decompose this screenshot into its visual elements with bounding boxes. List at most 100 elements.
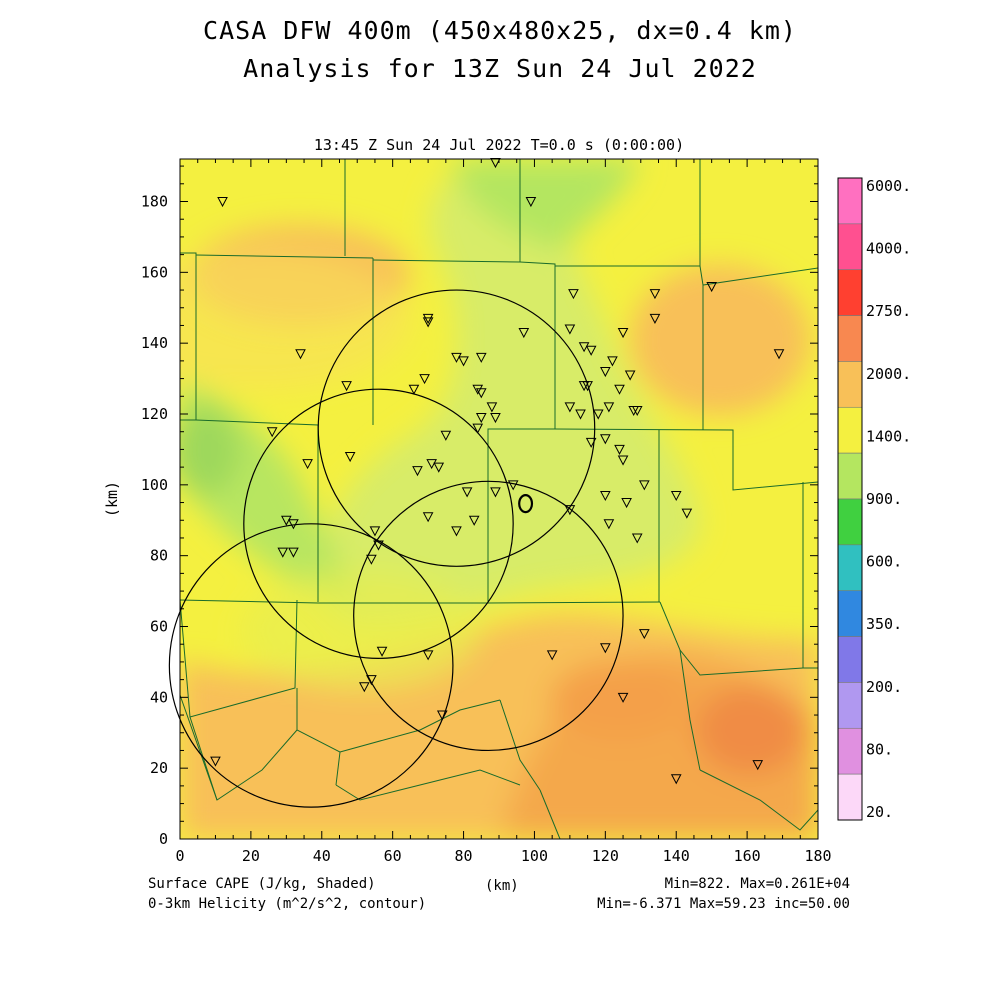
footer-left-1: Surface CAPE (J/kg, Shaded) — [148, 876, 376, 892]
y-tick-label: 80 — [150, 547, 168, 565]
station-marker — [568, 289, 579, 300]
station-marker — [600, 643, 611, 654]
station-marker — [614, 444, 625, 455]
legend-swatch — [837, 636, 863, 683]
station-marker — [638, 480, 650, 491]
legend-frame — [837, 177, 863, 821]
station-marker — [617, 455, 629, 466]
station-marker — [607, 356, 618, 367]
station-marker — [436, 710, 448, 721]
station-marker — [773, 349, 785, 360]
legend-label: 2750. — [866, 302, 911, 320]
station-marker — [422, 313, 434, 324]
station-marker — [366, 554, 377, 565]
station-marker — [600, 490, 611, 502]
x-tick-label: 60 — [384, 847, 402, 865]
station-marker — [472, 384, 484, 395]
legend-label: 6000. — [866, 177, 911, 195]
x-tick-label: 80 — [455, 847, 473, 865]
station-marker — [649, 289, 661, 300]
station-marker — [475, 352, 487, 363]
station-marker — [582, 381, 593, 392]
y-tick-label: 60 — [150, 618, 168, 636]
legend-swatch — [837, 727, 863, 775]
station-marker — [422, 317, 434, 328]
y-axis: 0 20 40 60 80 100 120 140 160 180 — [141, 165, 818, 848]
station-marker — [575, 409, 586, 420]
footer-left-2: 0-3km Helicity (m^2/s^2, contour) — [148, 896, 427, 912]
x-tick-label: 100 — [521, 847, 548, 865]
station-marker — [681, 508, 693, 519]
station-marker — [490, 487, 501, 498]
station-marker — [603, 402, 615, 413]
station-marker — [288, 547, 299, 558]
helicity-contour-50 — [518, 494, 534, 514]
station-marker — [649, 313, 661, 324]
station-marker — [670, 490, 682, 502]
legend-swatch — [837, 361, 863, 408]
radar-ring-3 — [353, 480, 624, 752]
legend-swatch — [837, 773, 863, 821]
station-marker — [638, 629, 650, 640]
station-marker — [546, 650, 558, 661]
station-marker — [277, 547, 289, 558]
station-marker — [585, 345, 597, 356]
station-marker — [600, 367, 611, 378]
x-tick-label: 140 — [663, 847, 690, 865]
station-marker — [475, 413, 487, 424]
station-marker — [518, 328, 530, 339]
station-marker — [621, 498, 632, 509]
station-marker — [631, 405, 643, 417]
x-axis: 0 20 40 60 80 100 120 140 160 180 — [175, 159, 832, 865]
station-marker — [706, 282, 717, 293]
station-markers — [210, 158, 785, 785]
station-marker — [617, 692, 629, 703]
legend-swatch — [837, 406, 863, 454]
station-marker — [426, 459, 437, 470]
map-title: CASA DFW 400m (450x480x25, dx=0.4 km) — [203, 16, 797, 45]
legend-label: 1400. — [866, 427, 911, 445]
y-tick-label: 40 — [150, 688, 168, 706]
helicity-contour — [518, 494, 534, 514]
station-marker — [564, 324, 576, 335]
station-marker — [451, 526, 462, 537]
station-marker — [486, 402, 498, 413]
x-tick-label: 0 — [175, 847, 184, 865]
station-marker — [592, 409, 604, 420]
station-marker — [578, 342, 590, 353]
station-marker — [408, 384, 420, 395]
legend-label: 900. — [866, 490, 902, 508]
station-marker — [507, 480, 519, 491]
station-marker — [440, 430, 452, 441]
legend-swatch — [837, 315, 863, 362]
legend-label: 600. — [866, 553, 902, 571]
station-marker — [281, 515, 292, 526]
station-marker — [266, 427, 278, 438]
station-marker — [670, 774, 682, 785]
station-marker — [631, 533, 643, 544]
time-label: 13:45 Z Sun 24 Jul 2022 T=0.0 s (0:00:00… — [313, 136, 685, 154]
station-marker — [451, 352, 462, 363]
station-marker — [376, 646, 388, 657]
station-marker — [600, 434, 611, 445]
legend-swatch — [837, 177, 863, 225]
legend-swatch — [837, 223, 863, 271]
station-marker — [585, 437, 597, 448]
x-tick-label: 120 — [592, 847, 619, 865]
footer-right-1: Min=822. Max=0.261E+04 — [664, 876, 850, 892]
station-marker — [344, 452, 356, 463]
legend-label: 200. — [866, 678, 902, 696]
station-marker — [752, 760, 764, 771]
station-marker — [373, 540, 384, 551]
map-subtitle: Analysis for 13Z Sun 24 Jul 2022 — [243, 54, 757, 83]
radar-ring-2 — [243, 388, 514, 659]
legend-label: 20. — [866, 803, 893, 821]
x-tick-label: 40 — [313, 847, 331, 865]
legend-swatch — [837, 452, 863, 500]
legend-label: 2000. — [866, 365, 911, 383]
cape-legend: 6000. 4000. 2750. 2000. 1400. 900. 600. 350. 200… — [837, 177, 911, 821]
legend-label: 350. — [866, 615, 902, 633]
station-marker — [624, 370, 636, 381]
y-tick-label: 20 — [150, 759, 168, 777]
